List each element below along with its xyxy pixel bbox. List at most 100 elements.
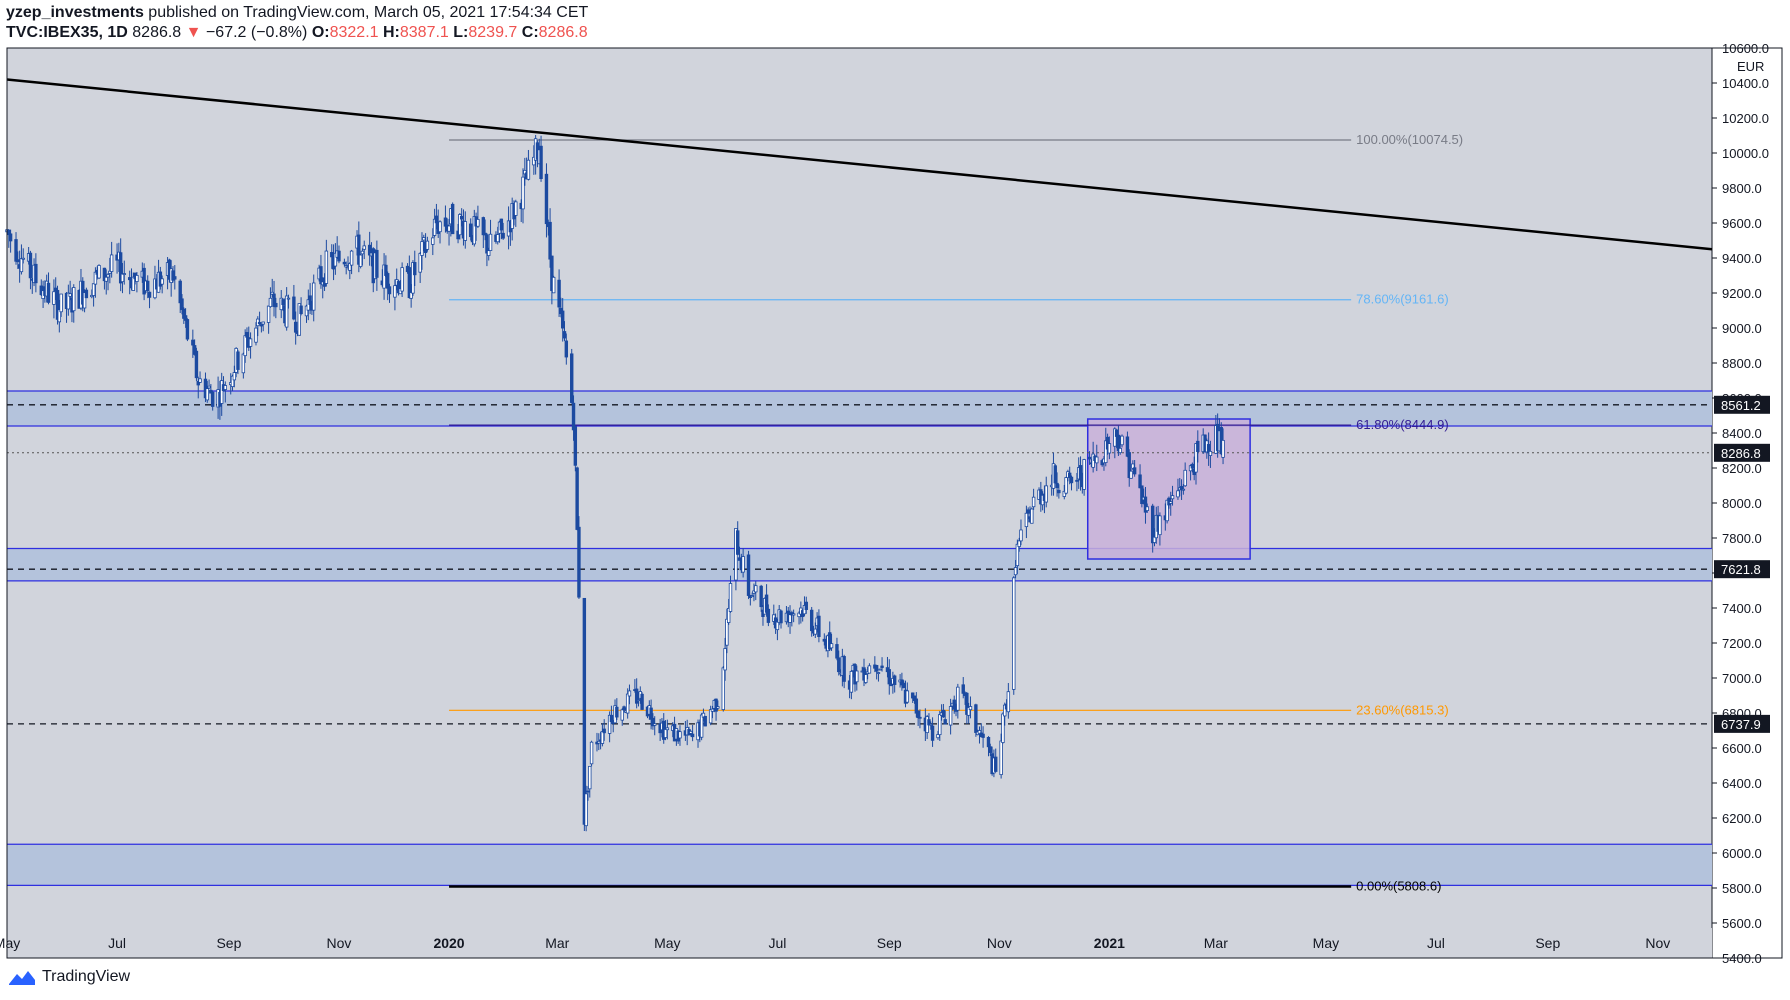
consolidation-box[interactable] bbox=[1086, 418, 1251, 560]
candle-body bbox=[14, 239, 18, 262]
candle-body bbox=[286, 297, 291, 300]
x-tick-label: May bbox=[1313, 935, 1339, 951]
candle-body bbox=[120, 273, 125, 283]
candle-body bbox=[57, 309, 62, 323]
candle-body bbox=[788, 614, 792, 623]
candle-body bbox=[927, 719, 931, 726]
candle-body bbox=[108, 270, 112, 274]
candle-body bbox=[243, 335, 247, 357]
y-tick-label: 8000.0 bbox=[1722, 496, 1762, 511]
candle-body bbox=[1030, 508, 1034, 524]
candle-body bbox=[779, 610, 783, 624]
plot-background bbox=[7, 48, 1712, 958]
candle-body bbox=[966, 707, 971, 716]
candle-body bbox=[1169, 501, 1173, 504]
candle-body bbox=[34, 263, 38, 284]
candle-body bbox=[160, 278, 164, 285]
tradingview-brand[interactable]: TradingView bbox=[42, 968, 131, 985]
descending-trendline[interactable] bbox=[6, 78, 1713, 251]
x-tick-label: Mar bbox=[545, 935, 569, 951]
candle-body bbox=[1024, 512, 1029, 528]
candle-body bbox=[306, 299, 311, 311]
candle-body bbox=[1053, 465, 1057, 484]
candle-body bbox=[561, 310, 565, 329]
candle-body bbox=[458, 214, 462, 236]
candle-body bbox=[245, 332, 249, 338]
candle-body bbox=[304, 305, 309, 317]
candle-body bbox=[1120, 435, 1124, 446]
candle-body bbox=[496, 234, 500, 243]
candle-body bbox=[571, 402, 576, 431]
candle-body bbox=[387, 286, 392, 295]
support-resistance-zone[interactable] bbox=[7, 844, 1712, 886]
candle-body bbox=[438, 221, 442, 233]
candle-body bbox=[16, 259, 20, 263]
candle-body bbox=[178, 280, 182, 304]
candle-body bbox=[407, 267, 412, 299]
candle-body bbox=[431, 237, 435, 245]
candle-body bbox=[874, 664, 879, 672]
candle-body bbox=[602, 728, 606, 734]
symbol-name[interactable]: TVC:IBEX35, 1D bbox=[6, 24, 128, 41]
support-resistance-zone[interactable] bbox=[7, 391, 1712, 426]
candle-body bbox=[52, 291, 56, 305]
candle-body bbox=[483, 232, 487, 236]
candle-body bbox=[131, 276, 135, 291]
candle-body bbox=[1190, 463, 1195, 469]
candle-body bbox=[1026, 509, 1030, 514]
y-tick-label: 6000.0 bbox=[1722, 846, 1762, 861]
candle-body bbox=[230, 375, 235, 387]
candle-body bbox=[902, 682, 906, 689]
candle-body bbox=[324, 250, 329, 284]
candle-body bbox=[725, 618, 729, 646]
candle-body bbox=[741, 556, 745, 573]
candle-body bbox=[19, 258, 24, 273]
candle-body bbox=[66, 292, 71, 310]
candle-body bbox=[532, 156, 536, 166]
candle-body bbox=[1107, 443, 1112, 454]
candle-body bbox=[367, 244, 372, 256]
candle-body bbox=[653, 723, 657, 726]
candle-body bbox=[468, 223, 473, 238]
candle-body bbox=[1062, 490, 1066, 497]
candle-body bbox=[1114, 429, 1119, 437]
y-tick-label: 5600.0 bbox=[1722, 916, 1762, 931]
candle-body bbox=[84, 289, 89, 299]
candle-body bbox=[232, 372, 237, 381]
candle-body bbox=[878, 668, 882, 671]
candle-body bbox=[409, 292, 413, 299]
candle-body bbox=[375, 249, 379, 278]
candle-body bbox=[663, 729, 668, 738]
candle-body bbox=[1087, 456, 1092, 460]
price-badge-bg bbox=[1714, 714, 1770, 733]
candle-body bbox=[521, 176, 525, 210]
y-tick-label: 7800.0 bbox=[1722, 531, 1762, 546]
support-resistance-zone[interactable] bbox=[7, 548, 1712, 581]
x-tick-label: May bbox=[654, 935, 680, 951]
candle-body bbox=[586, 790, 590, 793]
x-tick-label: Jul bbox=[108, 935, 126, 951]
candle-body bbox=[864, 674, 868, 683]
candle-body bbox=[104, 276, 108, 282]
time-axis[interactable] bbox=[7, 928, 1712, 958]
candle-body bbox=[146, 280, 150, 292]
candle-body bbox=[736, 530, 740, 555]
x-tick-label: Jul bbox=[768, 935, 786, 951]
candle-body bbox=[7, 229, 11, 236]
candle-body bbox=[147, 291, 152, 298]
candle-body bbox=[396, 281, 401, 294]
candle-body bbox=[481, 217, 486, 236]
candle-body bbox=[936, 734, 940, 739]
candle-body bbox=[501, 232, 505, 239]
candle-body bbox=[223, 385, 228, 390]
y-tick-label: 10000.0 bbox=[1722, 146, 1769, 161]
y-tick-label: 9000.0 bbox=[1722, 321, 1762, 336]
publisher-name[interactable]: yzep_investments bbox=[6, 4, 144, 21]
tradingview-logo-icon bbox=[9, 971, 35, 985]
x-tick-label: Mar bbox=[1204, 935, 1228, 951]
candle-body bbox=[420, 241, 424, 256]
candle-body bbox=[607, 714, 612, 734]
price-axis[interactable] bbox=[1711, 47, 1783, 959]
candle-body bbox=[912, 695, 917, 701]
